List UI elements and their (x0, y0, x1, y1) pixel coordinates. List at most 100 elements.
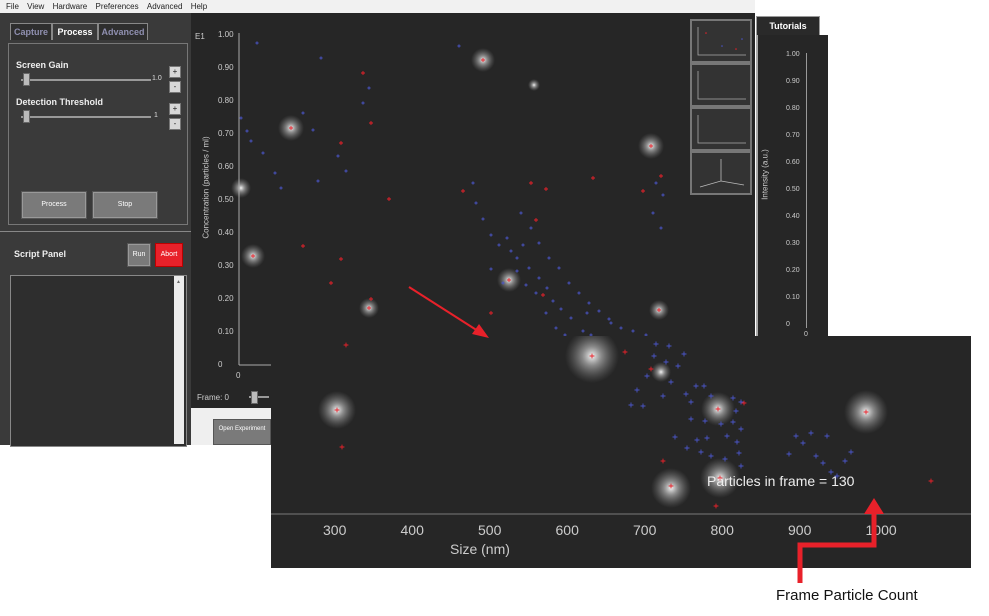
particle-glow (651, 362, 671, 382)
menu-help[interactable]: Help (190, 2, 208, 11)
particle-marker (718, 421, 724, 427)
particle-marker (249, 139, 253, 143)
abort-button[interactable]: Abort (155, 243, 183, 267)
inset-x-axis-label: Size (nm) (450, 541, 510, 557)
pointer-arrow-head-icon (472, 324, 489, 338)
particle-marker (824, 433, 830, 439)
particle-marker (587, 301, 591, 305)
x-tick-label: 0 (236, 371, 241, 380)
menu-advanced[interactable]: Advanced (146, 2, 183, 11)
y-tick-label: 0.70 (218, 129, 234, 138)
particle-marker (736, 450, 742, 456)
run-button[interactable]: Run (127, 243, 151, 267)
particle-marker (524, 283, 528, 287)
frame-slider-thumb[interactable] (251, 391, 258, 404)
particle-marker (708, 393, 714, 399)
menu-view[interactable]: View (27, 2, 45, 11)
tab-capture[interactable]: Capture (10, 23, 52, 40)
detection-threshold-track[interactable] (21, 116, 151, 118)
script-panel-title: Script Panel (14, 249, 67, 259)
particle-marker (591, 176, 595, 180)
screen-gain-thumb[interactable] (23, 73, 30, 86)
thumbnail-scatter[interactable] (690, 19, 752, 63)
particle-marker (273, 171, 277, 175)
particle-marker (301, 244, 305, 248)
menu-file[interactable]: File (6, 2, 19, 11)
menu-preferences[interactable]: Preferences (95, 2, 139, 11)
intensity-y-axis (806, 53, 807, 328)
particle-marker (702, 418, 708, 424)
particle-marker (640, 403, 646, 409)
particle-marker (786, 451, 792, 457)
stop-button[interactable]: Stop (92, 191, 158, 219)
particle-marker (334, 407, 340, 413)
particle-marker (559, 307, 563, 311)
particle-marker (481, 217, 485, 221)
script-editor[interactable] (10, 275, 187, 447)
particle-marker (585, 311, 589, 315)
particle-marker (251, 254, 255, 258)
screen-gain-minus-button[interactable]: - (169, 81, 181, 93)
particle-marker (654, 181, 658, 185)
particle-marker (715, 406, 721, 412)
intensity-y-tick-label: 0.80 (786, 105, 800, 112)
particle-marker (708, 453, 714, 459)
particle-marker (808, 430, 814, 436)
particle-marker (659, 174, 663, 178)
inset-particle-markers (334, 341, 934, 509)
y-tick-label: 1.00 (218, 30, 234, 39)
particle-marker (569, 316, 573, 320)
y-tick-label: 0.10 (218, 327, 234, 336)
particle-marker (319, 56, 323, 60)
y-tick-label: 0.80 (218, 96, 234, 105)
particle-marker (738, 399, 744, 405)
thumbnail-3d[interactable] (690, 151, 752, 195)
inset-svg (271, 336, 971, 515)
detection-threshold-plus-button[interactable]: + (169, 103, 181, 115)
left-panel: Capture Process Advanced Screen Gain 1.0… (0, 13, 191, 447)
frame-label: Frame: 0 (197, 393, 230, 402)
detection-threshold-thumb[interactable] (23, 110, 30, 123)
particle-marker (544, 187, 548, 191)
callout-arrow-line (797, 512, 877, 583)
particle-marker (489, 267, 493, 271)
screen-gain-plus-button[interactable]: + (169, 66, 181, 78)
script-scrollbar[interactable]: ▲ (174, 276, 184, 444)
particle-marker (663, 359, 669, 365)
particle-marker (657, 308, 661, 312)
process-button[interactable]: Process (21, 191, 87, 219)
menu-hardware[interactable]: Hardware (52, 2, 88, 11)
particle-marker (668, 379, 674, 385)
frame-slider[interactable] (249, 396, 269, 398)
tab-process[interactable]: Process (52, 23, 98, 40)
screen-gain-track[interactable] (21, 79, 151, 81)
pointer-arrow-line (408, 286, 479, 332)
thumbnail-intensity[interactable] (690, 107, 752, 151)
tab-advanced[interactable]: Advanced (98, 23, 148, 40)
particle-marker (339, 257, 343, 261)
particle-marker (279, 186, 283, 190)
inset-x-tick-label: 300 (323, 522, 347, 538)
scroll-up-icon: ▲ (176, 279, 181, 285)
particle-marker (717, 475, 723, 481)
open-experiment-button[interactable]: Open Experiment (213, 419, 271, 445)
particle-marker (567, 281, 571, 285)
y-tick-label: 0.30 (218, 261, 234, 270)
particle-marker (653, 341, 659, 347)
particle-marker (607, 317, 611, 321)
thumbnail-histogram[interactable] (690, 63, 752, 107)
particle-marker (668, 483, 674, 489)
particle-marker (289, 126, 293, 130)
particle-markers (239, 41, 665, 345)
particle-marker (683, 391, 689, 397)
particle-marker (577, 291, 581, 295)
main-plot-svg (231, 33, 669, 366)
particle-marker (730, 419, 736, 425)
particle-marker (301, 111, 305, 115)
y-tick-label: 0.50 (218, 195, 234, 204)
particle-marker (928, 478, 934, 484)
particle-marker (461, 189, 465, 193)
particle-marker (534, 291, 538, 295)
detection-threshold-minus-button[interactable]: - (169, 118, 181, 130)
particle-marker (842, 458, 848, 464)
